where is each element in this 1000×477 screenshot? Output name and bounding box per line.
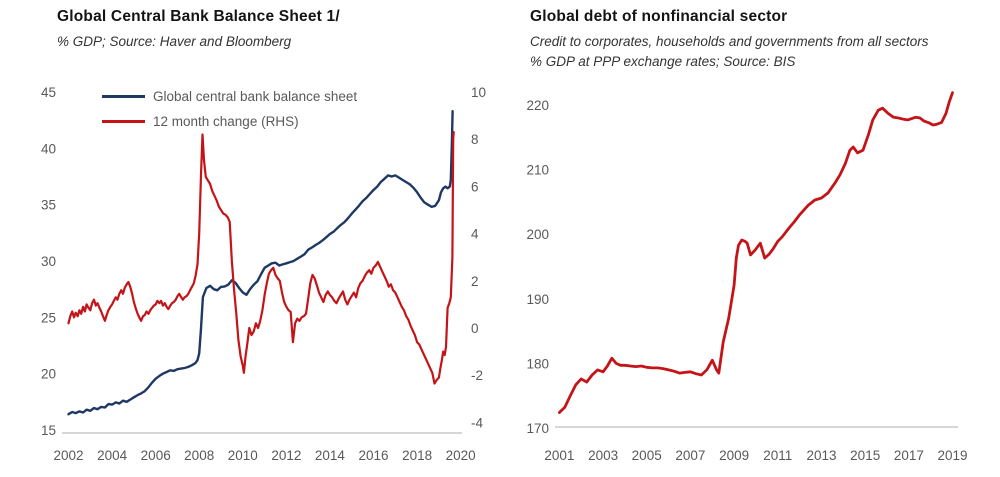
central-bank-x-tick-label: 2020 [446,448,476,463]
central-bank-y2-tick-label: 10 [471,85,486,100]
central-bank-y2-tick-label: 4 [471,227,479,242]
central-bank-x-tick-label: 2012 [271,448,301,463]
central-bank-y-tick-label: 25 [41,310,56,325]
central-bank-x-tick-label: 2002 [53,448,83,463]
left-chart-title: Global Central Bank Balance Sheet 1/ [57,8,340,25]
series-balance-sheet-line [67,109,454,416]
global-debt-x-tick-label: 2019 [937,448,967,463]
central-bank-x-tick-label: 2008 [184,448,214,463]
right-chart-subtitle: Credit to corporates, households and gov… [530,32,928,72]
global-debt-x-tick-label: 2017 [894,448,924,463]
central-bank-y2-tick-label: 6 [471,179,479,194]
left-chart-legend: Global central bank balance sheet 12 mon… [102,84,357,134]
series-global-debt-line [558,91,954,414]
legend-label-balance-sheet: Global central bank balance sheet [153,89,358,104]
global-debt-y-tick-label: 180 [526,356,549,371]
central-bank-x-tick-label: 2006 [141,448,171,463]
central-bank-x-tick-label: 2016 [358,448,388,463]
global-debt-x-tick-label: 2009 [719,448,749,463]
right-chart-subtitle-line-1: Credit to corporates, households and gov… [530,34,929,49]
central-bank-y2-tick-label: 8 [471,132,479,147]
left-chart-subtitle: % GDP; Source: Haver and Bloomberg [57,34,292,49]
global-debt-y-tick-label: 170 [526,421,549,436]
central-bank-x-tick-label: 2014 [315,448,346,463]
global-debt-x-tick-label: 2015 [850,448,880,463]
central-bank-y2-tick-label: 2 [471,274,479,289]
central-bank-y-tick-label: 35 [41,198,56,213]
global-debt-y-tick-label: 190 [526,292,549,307]
legend-row-balance-sheet: Global central bank balance sheet [102,84,357,109]
central-bank-y-tick-label: 45 [41,85,56,100]
central-bank-y-tick-label: 15 [41,423,56,438]
legend-label-12m-change: 12 month change (RHS) [153,114,299,129]
global-debt-x-tick-label: 2003 [588,448,618,463]
global-debt-x-tick-label: 2013 [806,448,836,463]
global-debt-x-tick-label: 2007 [675,448,705,463]
central-bank-y-tick-label: 30 [41,254,56,269]
central-bank-x-tick-label: 2010 [228,448,258,463]
series-twelve-month-change-line [67,131,455,385]
right-chart-title: Global debt of nonfinancial sector [530,8,788,25]
legend-swatch-balance-sheet-line [102,95,145,98]
legend-swatch-12m-change-line [102,120,145,123]
central-bank-y-tick-label: 20 [41,367,56,382]
global-debt-y-tick-label: 210 [526,163,549,178]
legend-row-12m-change: 12 month change (RHS) [102,109,357,134]
global-debt-x-tick-label: 2001 [544,448,574,463]
global-debt-x-tick-label: 2005 [632,448,662,463]
central-bank-y2-tick-label: 0 [471,321,479,336]
central-bank-x-tick-label: 2018 [402,448,432,463]
central-bank-y2-tick-label: -4 [471,415,483,430]
global-debt-y-tick-label: 220 [526,98,549,113]
central-bank-x-tick-label: 2004 [97,448,128,463]
central-bank-y-tick-label: 40 [41,141,56,156]
global-debt-y-tick-label: 200 [526,227,549,242]
global-debt-x-tick-label: 2011 [763,448,792,463]
central-bank-y2-tick-label: -2 [471,368,483,383]
right-chart-subtitle-line-2: % GDP at PPP exchange rates; Source: BIS [530,54,796,69]
